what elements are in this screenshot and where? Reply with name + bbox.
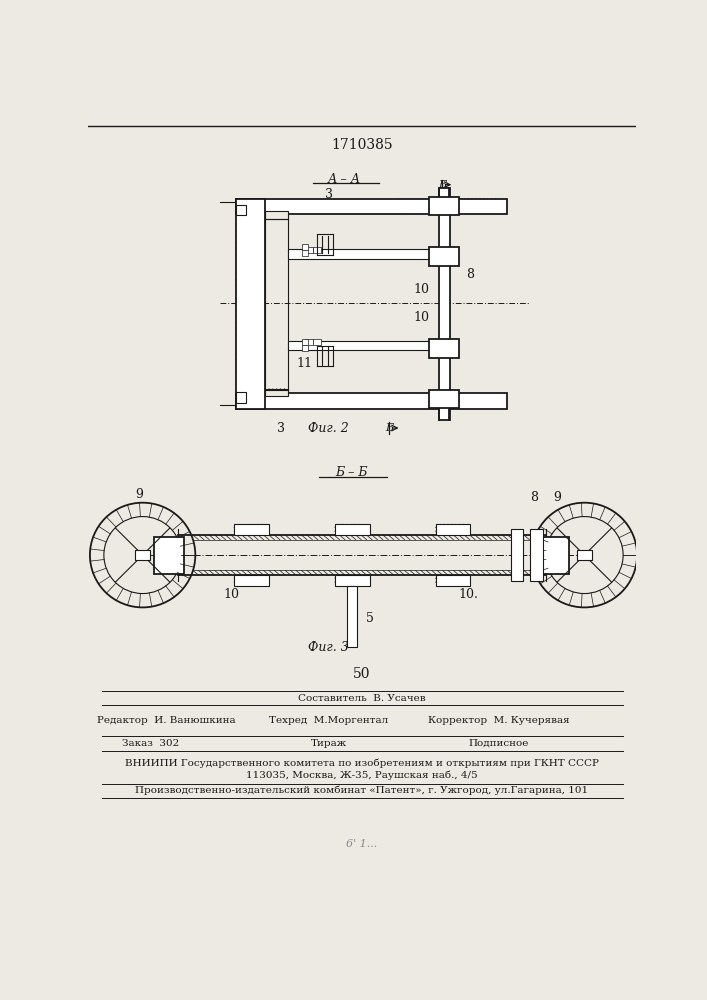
Text: ВНИИПИ Государственного комитета по изобретениям и открытиям при ГКНТ СССР: ВНИИПИ Государственного комитета по изоб…	[125, 759, 599, 768]
Bar	[305, 247, 313, 253]
Text: Составитель  В. Усачев: Составитель В. Усачев	[298, 694, 426, 703]
Text: 113035, Москва, Ж-35, Раушская наб., 4/5: 113035, Москва, Ж-35, Раушская наб., 4/5	[246, 771, 478, 780]
Bar	[288, 341, 429, 350]
Text: Заказ  302: Заказ 302	[122, 739, 179, 748]
Bar	[539, 537, 569, 574]
Bar	[235, 199, 507, 214]
Text: Б: Б	[438, 180, 446, 190]
Bar	[265, 211, 288, 219]
Bar	[429, 389, 459, 408]
Bar	[436, 524, 470, 535]
Text: 11: 11	[296, 357, 312, 370]
Bar	[234, 524, 269, 535]
Bar	[429, 247, 459, 266]
Text: 9: 9	[554, 491, 561, 504]
Bar	[234, 575, 269, 586]
Bar	[234, 575, 269, 586]
Text: Производственно-издательский комбинат «Патент», г. Ужгород, ул.Гагарина, 101: Производственно-издательский комбинат «П…	[135, 786, 588, 795]
Bar	[305, 339, 313, 345]
Text: 3: 3	[276, 422, 285, 434]
Text: 8: 8	[530, 491, 538, 504]
Text: 6' 1...: 6' 1...	[346, 839, 378, 849]
Bar	[398, 199, 499, 214]
Bar	[335, 524, 370, 535]
Bar	[235, 199, 265, 409]
Text: Корректор  М. Кучерявая: Корректор М. Кучерявая	[428, 716, 570, 725]
Text: Редактор  И. Ванюшкина: Редактор И. Ванюшкина	[97, 716, 235, 725]
Bar	[265, 389, 288, 396]
Bar	[577, 550, 592, 560]
Bar	[398, 393, 499, 409]
Bar	[429, 339, 459, 358]
Bar	[265, 389, 288, 396]
Text: Фиг. 3: Фиг. 3	[308, 641, 349, 654]
Bar	[301, 339, 308, 345]
Bar	[335, 524, 370, 535]
Bar	[235, 205, 247, 215]
Bar	[288, 249, 429, 259]
Bar	[265, 211, 288, 219]
Bar	[313, 339, 321, 345]
Text: 1710385: 1710385	[331, 138, 393, 152]
Bar	[154, 537, 184, 574]
Bar	[235, 199, 265, 409]
Bar	[530, 529, 542, 581]
Text: Фиг. 2: Фиг. 2	[308, 422, 349, 434]
Text: Техред  М.Моргентал: Техред М.Моргентал	[269, 716, 388, 725]
Text: Б – Б: Б – Б	[336, 466, 368, 479]
Bar	[335, 575, 370, 586]
Bar	[436, 575, 470, 586]
Bar	[313, 247, 321, 253]
Bar	[135, 550, 151, 560]
Text: Тираж: Тираж	[310, 739, 346, 748]
Bar	[436, 575, 470, 586]
Bar	[301, 244, 308, 250]
Bar	[301, 345, 308, 351]
Bar	[234, 524, 269, 535]
Text: 10: 10	[414, 283, 430, 296]
Text: А – А: А – А	[327, 173, 361, 186]
Text: Подписное: Подписное	[469, 739, 530, 748]
Bar	[436, 524, 470, 535]
Text: 8: 8	[467, 267, 474, 280]
Text: 50: 50	[354, 667, 370, 681]
Bar	[335, 575, 370, 586]
Text: 9: 9	[135, 488, 143, 501]
Text: 10: 10	[414, 311, 430, 324]
Bar	[429, 197, 459, 215]
Bar	[510, 529, 523, 581]
Bar	[347, 586, 356, 647]
Text: 10: 10	[223, 588, 240, 601]
Bar	[235, 392, 247, 403]
Bar	[438, 188, 450, 420]
Text: 10.: 10.	[458, 588, 478, 601]
Text: Б: Б	[385, 423, 393, 433]
Text: 3: 3	[325, 188, 332, 201]
Bar	[301, 250, 308, 256]
Bar	[235, 393, 507, 409]
Text: 5: 5	[366, 612, 374, 625]
